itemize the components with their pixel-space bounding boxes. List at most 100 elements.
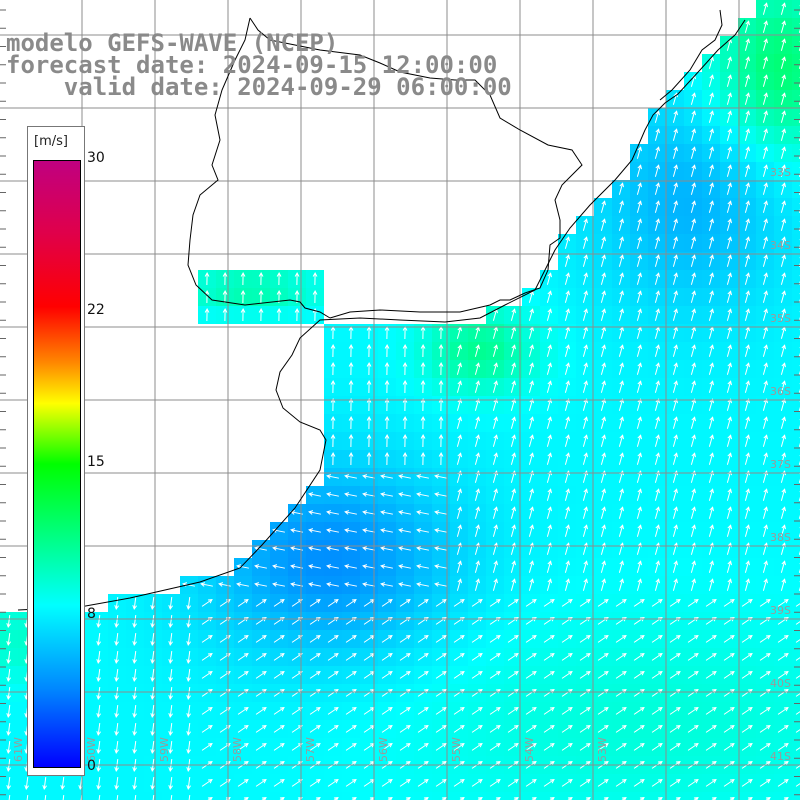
wind-speed-cell: [162, 792, 180, 800]
wind-arrow: [636, 416, 643, 429]
wind-arrow: [759, 671, 771, 679]
wind-arrow: [132, 632, 137, 646]
wind-arrow: [690, 92, 697, 105]
wind-arrow: [672, 110, 679, 123]
wind-arrow: [669, 779, 681, 787]
wind-arrow: [258, 289, 264, 304]
wind-arrow: [417, 779, 429, 787]
wind-arrow: [438, 397, 444, 412]
wind-arrow: [327, 671, 339, 679]
wind-arrow: [456, 560, 463, 573]
wind-arrow: [474, 380, 481, 393]
wind-arrow: [417, 653, 429, 661]
wind-arrow: [780, 452, 787, 465]
wind-arrow: [762, 20, 769, 33]
wind-speed-cell: [792, 630, 800, 648]
wind-arrow: [636, 146, 643, 159]
wind-arrow: [687, 653, 699, 661]
wind-arrow: [759, 653, 771, 661]
wind-arrow: [435, 599, 447, 607]
wind-arrow: [186, 704, 191, 718]
wind-arrow: [525, 599, 537, 607]
wind-arrow: [633, 743, 645, 751]
wind-arrow: [186, 596, 191, 610]
wind-arrow: [168, 650, 173, 664]
wind-arrow: [546, 578, 553, 591]
wind-arrow: [489, 635, 501, 643]
border-brazil: [659, 9, 723, 101]
wind-arrow: [312, 289, 318, 304]
wind-arrow: [308, 528, 321, 533]
wind-arrow: [795, 765, 800, 769]
wind-arrow: [362, 546, 375, 551]
wind-arrow: [201, 779, 213, 787]
wind-arrow: [150, 776, 155, 790]
wind-arrow: [272, 582, 285, 587]
wind-arrow: [398, 582, 411, 587]
wind-arrow: [777, 599, 789, 607]
wind-arrow: [344, 564, 357, 569]
wind-arrow: [273, 653, 285, 661]
wind-arrow: [168, 722, 173, 736]
wind-arrow: [456, 380, 463, 393]
colorbar-tick-22: 22: [87, 302, 105, 318]
wind-arrow: [672, 488, 679, 501]
wind-arrow: [344, 546, 357, 551]
wind-arrow: [579, 707, 591, 715]
wind-arrow: [186, 668, 191, 682]
wind-arrow: [309, 671, 321, 679]
wind-arrow: [471, 653, 483, 661]
wind-arrow: [6, 704, 11, 718]
wind-arrow: [723, 635, 735, 643]
wind-arrow: [600, 434, 607, 447]
wind-arrow: [434, 492, 447, 497]
wind-arrow: [150, 704, 155, 718]
wind-arrow: [546, 344, 553, 357]
wind-arrow: [237, 653, 249, 661]
wind-arrow: [636, 182, 643, 195]
wind-arrow: [726, 506, 733, 519]
wind-arrow: [96, 668, 101, 682]
wind-arrow: [597, 653, 609, 661]
wind-arrow: [654, 290, 661, 303]
wind-arrow: [615, 707, 627, 715]
wind-arrow: [345, 743, 357, 751]
wind-arrow: [654, 506, 661, 519]
wind-arrow: [723, 599, 735, 607]
wind-arrow: [8, 794, 11, 800]
wind-arrow: [276, 271, 282, 286]
wind-arrow: [435, 653, 447, 661]
wind-arrow: [474, 344, 481, 357]
wind-arrow: [687, 779, 699, 787]
wind-arrow: [726, 236, 733, 249]
wind-arrow: [399, 599, 411, 607]
wind-arrow: [327, 779, 339, 787]
wind-arrow: [492, 524, 499, 537]
wind-arrow: [132, 722, 137, 736]
wind-arrow: [456, 524, 463, 537]
wind-arrow: [492, 398, 499, 411]
wind-arrow: [726, 452, 733, 465]
wind-arrow: [762, 74, 769, 87]
wind-arrow: [434, 474, 447, 479]
wind-arrow: [435, 743, 447, 751]
wind-arrow: [150, 722, 155, 736]
wind-speed-cell: [324, 792, 342, 800]
wind-arrow: [726, 182, 733, 195]
wind-arrow: [168, 596, 173, 610]
wind-arrow: [492, 380, 499, 393]
wind-arrow: [687, 707, 699, 715]
wind-arrow: [381, 707, 393, 715]
wind-arrow: [543, 707, 555, 715]
wind-arrow: [44, 794, 47, 800]
wind-arrow: [672, 560, 679, 573]
wind-arrow: [780, 56, 787, 69]
wind-arrow: [615, 725, 627, 733]
wind-arrow: [672, 272, 679, 285]
wind-arrow: [762, 182, 769, 195]
wind-arrow: [654, 128, 661, 141]
wind-arrow: [98, 794, 101, 800]
wind-arrow: [618, 524, 625, 537]
wind-speed-cell: [684, 792, 702, 800]
wind-arrow: [525, 725, 537, 733]
